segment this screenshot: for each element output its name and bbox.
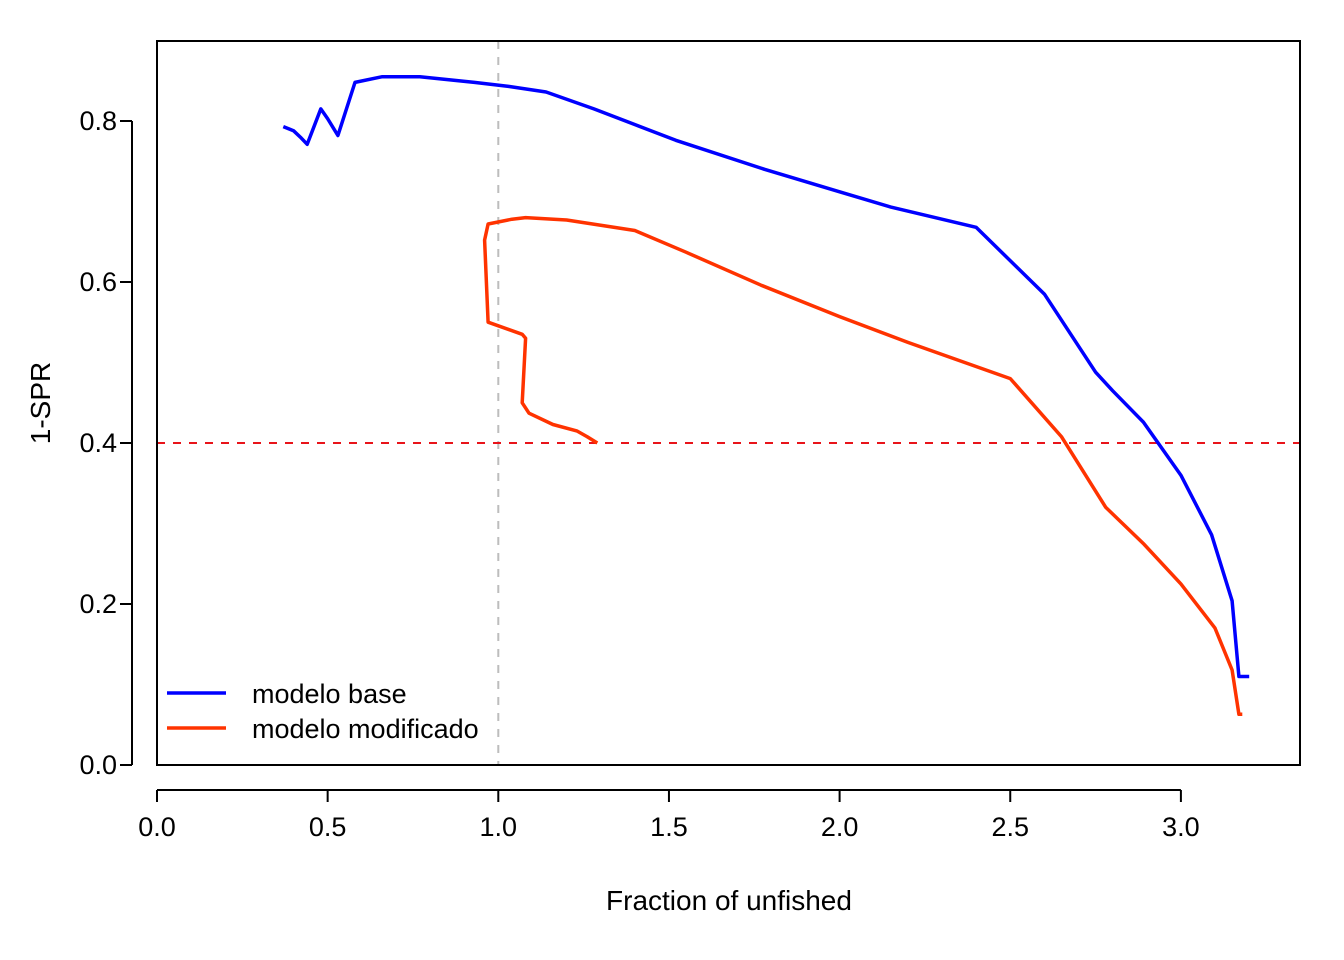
- series-layer: [282, 74, 1250, 717]
- legend: modelo base modelo modificado: [167, 679, 479, 744]
- x-tick-label: 0.5: [309, 812, 347, 842]
- y-axis-title: 1-SPR: [25, 362, 56, 444]
- y-axis: 0.0 0.2 0.4 0.6 0.8: [79, 106, 133, 780]
- x-axis: 0.0 0.5 1.0 1.5 2.0 2.5 3.0: [138, 789, 1200, 842]
- y-tick-label: 0.8: [79, 106, 117, 136]
- x-axis-title: Fraction of unfished: [606, 885, 852, 916]
- legend-label-1: modelo base: [252, 679, 407, 709]
- y-tick-label: 0.2: [79, 589, 117, 619]
- x-tick-label: 1.5: [650, 812, 688, 842]
- y-tick-label: 0.6: [79, 267, 117, 297]
- x-tick-label: 1.0: [480, 812, 518, 842]
- x-tick-label: 0.0: [138, 812, 176, 842]
- plot-frame: [156, 40, 1301, 766]
- x-tick-label: 2.0: [821, 812, 859, 842]
- y-tick-label: 0.4: [79, 428, 117, 458]
- series-line-1: [282, 74, 1250, 679]
- series-line-2: [482, 215, 1243, 717]
- x-tick-label: 3.0: [1162, 812, 1200, 842]
- y-tick-label: 0.0: [79, 750, 117, 780]
- x-tick-label: 2.5: [991, 812, 1029, 842]
- legend-label-2: modelo modificado: [252, 714, 479, 744]
